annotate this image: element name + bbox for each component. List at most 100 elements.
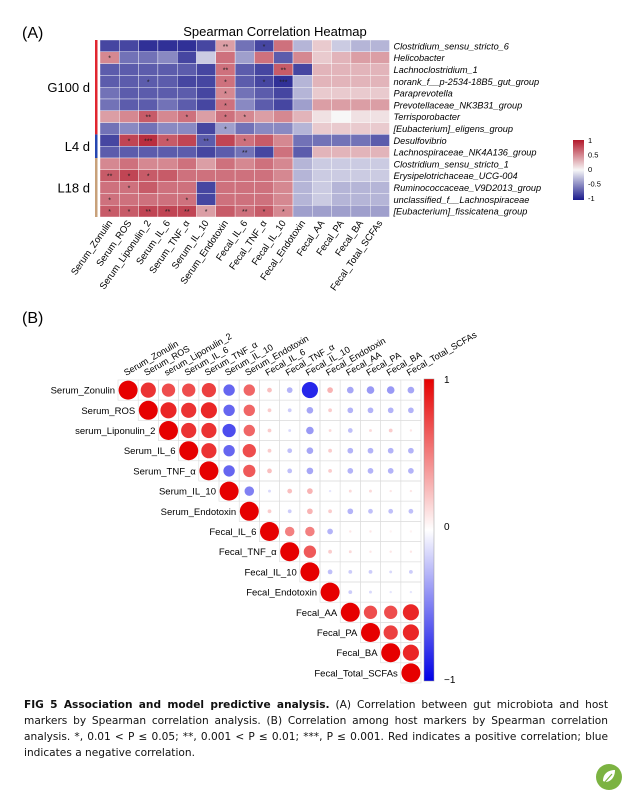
significance-mark: * <box>108 209 111 216</box>
heatmap-cell <box>176 39 197 53</box>
heatmap-cell <box>99 39 120 53</box>
correlation-circle <box>287 488 293 494</box>
panel-a-colorbar-gradient <box>573 140 584 200</box>
heatmap-cell <box>292 122 313 135</box>
correlation-circle <box>223 465 235 477</box>
heatmap-cell <box>196 98 216 112</box>
correlation-circle <box>222 423 236 438</box>
heatmap-cell <box>331 110 352 123</box>
heatmap-cell <box>157 86 178 100</box>
correlation-circle <box>243 464 256 478</box>
correlogram-row-label: Serum_Zonulin <box>51 386 115 397</box>
heatmap-cell <box>312 134 332 147</box>
heatmap-cell <box>370 51 390 64</box>
heatmap-cell <box>273 98 294 112</box>
colorbar-tick-label: 0 <box>588 165 592 174</box>
heatmap-cell <box>157 51 178 64</box>
heatmap-cell <box>292 75 313 88</box>
heatmap-cell <box>350 145 371 159</box>
heatmap-cell <box>196 122 216 135</box>
significance-mark: * <box>282 209 285 216</box>
heatmap-cell <box>331 86 352 100</box>
correlogram-row-label: Fecal_AA <box>296 608 338 619</box>
significance-mark: * <box>263 44 266 51</box>
panel-a-title: Spearman Correlation Heatmap <box>183 24 367 39</box>
significance-mark: *** <box>279 79 287 86</box>
colorbar-tick-label: -0.5 <box>588 180 601 189</box>
heatmap-cell <box>196 63 216 76</box>
heatmap-cell <box>292 63 313 76</box>
correlation-circle <box>408 508 414 514</box>
correlation-circle <box>387 447 394 454</box>
heatmap-cell <box>215 193 236 206</box>
correlation-circle <box>367 447 374 454</box>
correlation-circle <box>303 545 317 558</box>
significance-mark: * <box>147 174 150 181</box>
correlation-circle <box>243 404 255 416</box>
heatmap-cell <box>312 193 332 206</box>
heatmap-cell <box>312 39 332 53</box>
correlation-circle <box>280 542 300 562</box>
heatmap-cell <box>370 181 390 194</box>
heatmap-cell <box>370 204 390 218</box>
correlation-circle <box>267 408 272 413</box>
heatmap-cell <box>254 181 274 194</box>
heatmap-cell <box>196 157 216 171</box>
significance-mark: ** <box>203 138 209 145</box>
heatmap-cell <box>196 110 216 123</box>
correlogram-row-label: Serum_IL_6 <box>124 446 176 457</box>
heatmap-cell <box>254 122 274 135</box>
correlation-circle <box>200 402 217 419</box>
significance-mark: ** <box>107 174 113 181</box>
heatmap-cell <box>331 204 352 218</box>
correlation-circle <box>118 380 138 400</box>
heatmap-cell <box>370 122 390 135</box>
heatmap-cell <box>370 98 390 112</box>
heatmap-cell <box>234 75 255 88</box>
heatmap-cell <box>331 181 352 194</box>
heatmap-cell <box>215 204 236 218</box>
heatmap-cell <box>273 181 294 194</box>
heatmap-cell <box>176 98 197 112</box>
heatmap-cell <box>119 193 139 206</box>
heatmap-cell <box>234 86 255 100</box>
heatmap-cell <box>119 145 139 159</box>
heatmap-cell <box>196 39 216 53</box>
correlation-circle <box>243 424 255 437</box>
correlation-circle <box>223 384 235 396</box>
heatmap-cell <box>157 169 178 182</box>
heatmap-cell <box>312 181 332 194</box>
heatmap-cell <box>196 75 216 88</box>
correlogram-row-label: Fecal_IL_6 <box>209 527 256 538</box>
panel-b-column-labels: Serum_ZonulinSerum_ROSserum_Liponulin_2S… <box>122 329 479 377</box>
heatmap-cell <box>350 122 371 135</box>
correlation-circle <box>361 623 380 642</box>
correlation-circle <box>306 467 314 475</box>
heatmap-cell <box>138 51 159 64</box>
heatmap-cell <box>331 75 352 88</box>
correlation-circle <box>369 550 372 553</box>
publisher-logo <box>596 764 622 790</box>
heatmap-cell <box>254 145 274 159</box>
heatmap-cell <box>254 51 274 64</box>
row-group-label: G100 d <box>47 80 90 95</box>
heatmap-cell <box>350 86 371 100</box>
heatmap-cell <box>370 39 390 53</box>
heatmap-row-label: Helicobacter <box>394 53 446 63</box>
heatmap-cell <box>138 193 159 206</box>
heatmap-cell <box>196 181 216 194</box>
correlation-circle <box>320 582 340 602</box>
correlation-circle <box>327 569 333 575</box>
correlation-circle <box>388 508 394 514</box>
correlation-circle <box>409 429 413 432</box>
correlation-circle <box>267 468 272 474</box>
correlation-circle <box>307 488 313 494</box>
significance-mark: ** <box>223 44 229 51</box>
correlogram-row-label: Fecal_Total_SCFAs <box>314 668 398 679</box>
correlation-circle <box>367 468 374 474</box>
heatmap-cell <box>234 98 255 112</box>
heatmap-row-label: Lachnoclostridium_1 <box>394 65 478 75</box>
correlation-circle <box>389 570 393 574</box>
row-group-bar <box>95 40 98 135</box>
correlation-circle <box>346 386 354 394</box>
